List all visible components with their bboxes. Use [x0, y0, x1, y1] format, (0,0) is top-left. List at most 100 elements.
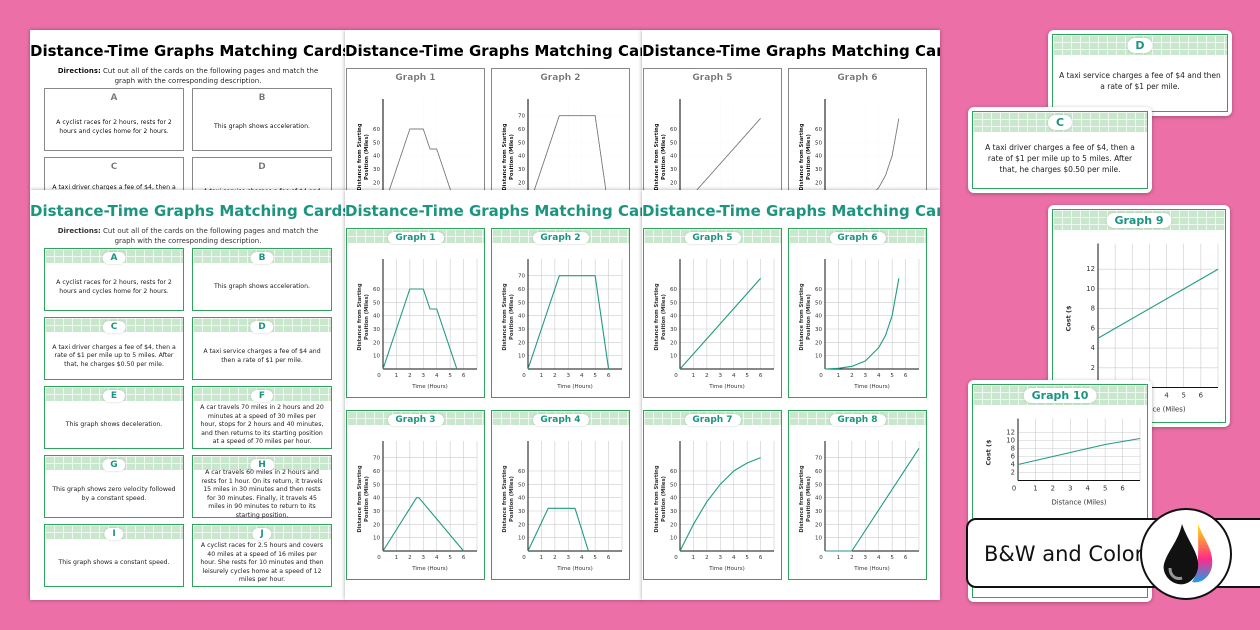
y-axis-label: Distance from Starting — [799, 283, 805, 350]
graph-line — [527, 275, 610, 370]
card-letter: I — [104, 528, 124, 540]
card-description: A car travels 70 miles in 2 hours and 20… — [200, 404, 324, 446]
card-letter: D — [250, 161, 274, 173]
description-card-f[interactable]: F A car travels 70 miles in 2 hours and 2… — [192, 386, 332, 449]
x-tick-label: 4 — [732, 555, 736, 561]
x-tick-label: 5 — [448, 555, 452, 561]
description-card-g[interactable]: G This graph shows zero velocity followed… — [44, 455, 184, 518]
y-tick-label: 40 — [815, 314, 822, 320]
x-tick-label: 5 — [890, 555, 894, 561]
x-axis-label: Time (Hours) — [708, 384, 745, 390]
graph-card-4[interactable]: Graph 4 10 20 30 40 50 60 0 1 2 3 4 5 6 Time (Hours) Di… — [491, 410, 630, 580]
description-card-j[interactable]: J A cyclist races for 2.5 hours and cover… — [192, 524, 332, 587]
x-tick-label: 6 — [1199, 392, 1203, 400]
x-axis-label: Time (Hours) — [853, 384, 890, 390]
y-tick-label: 30 — [670, 167, 677, 173]
y-axis-label: Distance from Starting — [799, 123, 805, 190]
y-tick-label: 40 — [670, 496, 677, 502]
description-card-c[interactable]: C A taxi driver charges a fee of $4, then… — [972, 111, 1148, 189]
graph-line — [533, 115, 607, 190]
y-tick-label: 30 — [373, 509, 380, 515]
card-letter: G — [102, 459, 126, 471]
graph-card-8[interactable]: Graph 8 10 20 30 40 50 60 70 0 1 2 3 4 5 6 Time (Hours)… — [788, 410, 927, 580]
card-letter: A — [102, 252, 126, 264]
y-tick-label: 70 — [815, 456, 822, 462]
x-tick-label: 2 — [705, 555, 709, 561]
y-tick-label: 70 — [518, 274, 525, 280]
x-tick-label: 0 — [819, 555, 823, 561]
y-tick-label: 10 — [815, 354, 822, 360]
description-card-d[interactable]: D A taxi service charges a fee of $4 and … — [192, 157, 332, 190]
description-card-e[interactable]: E This graph shows deceleration. — [44, 386, 184, 449]
x-tick-label: 3 — [864, 373, 868, 379]
y-tick-label: 30 — [815, 167, 822, 173]
graph-label: Graph 6 — [829, 232, 886, 244]
x-tick-label: 1 — [540, 373, 544, 379]
y-axis-label: Position (Miles) — [509, 294, 515, 340]
x-axis-label: Time (Hours) — [556, 384, 593, 390]
y-tick-label: 30 — [373, 167, 380, 173]
y-axis-label: Position (Miles) — [364, 294, 370, 340]
card-letter: C — [1047, 115, 1073, 130]
x-tick-label: 0 — [522, 373, 526, 379]
description-card-d[interactable]: D A taxi service charges a fee of $4 and … — [1052, 34, 1228, 112]
y-tick-label: 60 — [373, 127, 380, 133]
description-card-a[interactable]: A A cyclist races for 2 hours, rests for … — [44, 248, 184, 311]
x-tick-label: 4 — [877, 555, 881, 561]
x-tick-label: 1 — [1033, 485, 1037, 493]
x-tick-label: 5 — [890, 373, 894, 379]
x-axis-label: Distance (Miles) — [1130, 405, 1185, 413]
x-tick-label: 2 — [553, 373, 557, 379]
y-tick-label: 60 — [518, 469, 525, 475]
y-axis-label: Distance from Starting — [357, 465, 363, 532]
card-description: A cyclist races for 2.5 hours and covers… — [200, 542, 324, 584]
y-axis-label: Distance from Starting — [654, 283, 660, 350]
y-tick-label: 50 — [518, 300, 525, 306]
description-card-b[interactable]: B This graph shows acceleration. — [192, 88, 332, 151]
description-card-i[interactable]: I This graph shows a constant speed. — [44, 524, 184, 587]
x-tick-label: 2 — [408, 373, 412, 379]
y-axis-label: Cost ($ — [985, 439, 993, 465]
x-tick-label: 1 — [540, 555, 544, 561]
x-tick-label: 6 — [462, 555, 466, 561]
worksheet-page-graphs: Distance-Time Graphs Matching Cards Graph… — [642, 190, 940, 600]
y-tick-label: 50 — [815, 300, 822, 306]
graph-line — [527, 507, 589, 552]
y-tick-label: 40 — [518, 314, 525, 320]
y-tick-label: 10 — [1006, 437, 1015, 445]
x-tick-label: 6 — [607, 373, 611, 379]
y-tick-label: 10 — [815, 536, 822, 542]
description-card-c[interactable]: C A taxi driver charges a fee of $4, then… — [44, 157, 184, 190]
directions-label: Directions: — [57, 227, 101, 235]
description-card-a[interactable]: A A cyclist races for 2 hours, rests for … — [44, 88, 184, 151]
y-tick-label: 2 — [1091, 364, 1095, 372]
y-tick-label: 12 — [1006, 429, 1015, 437]
graph-card-7[interactable]: Graph 7 10 20 30 40 50 60 0 1 2 3 4 5 6 Time (Hours) Di… — [643, 410, 782, 580]
description-card-b[interactable]: B This graph shows acceleration. — [192, 248, 332, 311]
worksheet-page-descriptions: Distance-Time Graphs Matching Cards Direc… — [30, 190, 346, 600]
y-tick-label: 30 — [670, 509, 677, 515]
y-axis-label: Cost ($ — [1065, 305, 1073, 331]
y-tick-label: 8 — [1091, 305, 1095, 313]
x-tick-label: 3 — [422, 555, 426, 561]
description-card-d[interactable]: D A taxi service charges a fee of $4 and … — [192, 317, 332, 380]
y-tick-label: 70 — [373, 456, 380, 462]
x-tick-label: 1 — [395, 373, 399, 379]
description-card-c[interactable]: C A taxi driver charges a fee of $4, then… — [44, 317, 184, 380]
x-tick-label: 5 — [593, 555, 597, 561]
x-tick-label: 1 — [692, 555, 696, 561]
graph-card-3[interactable]: Graph 3 10 20 30 40 50 60 70 0 1 2 3 4 5 6 Time (Hours)… — [346, 410, 485, 580]
y-tick-label: 30 — [518, 327, 525, 333]
y-tick-label: 40 — [670, 154, 677, 160]
x-tick-label: 2 — [553, 555, 557, 561]
